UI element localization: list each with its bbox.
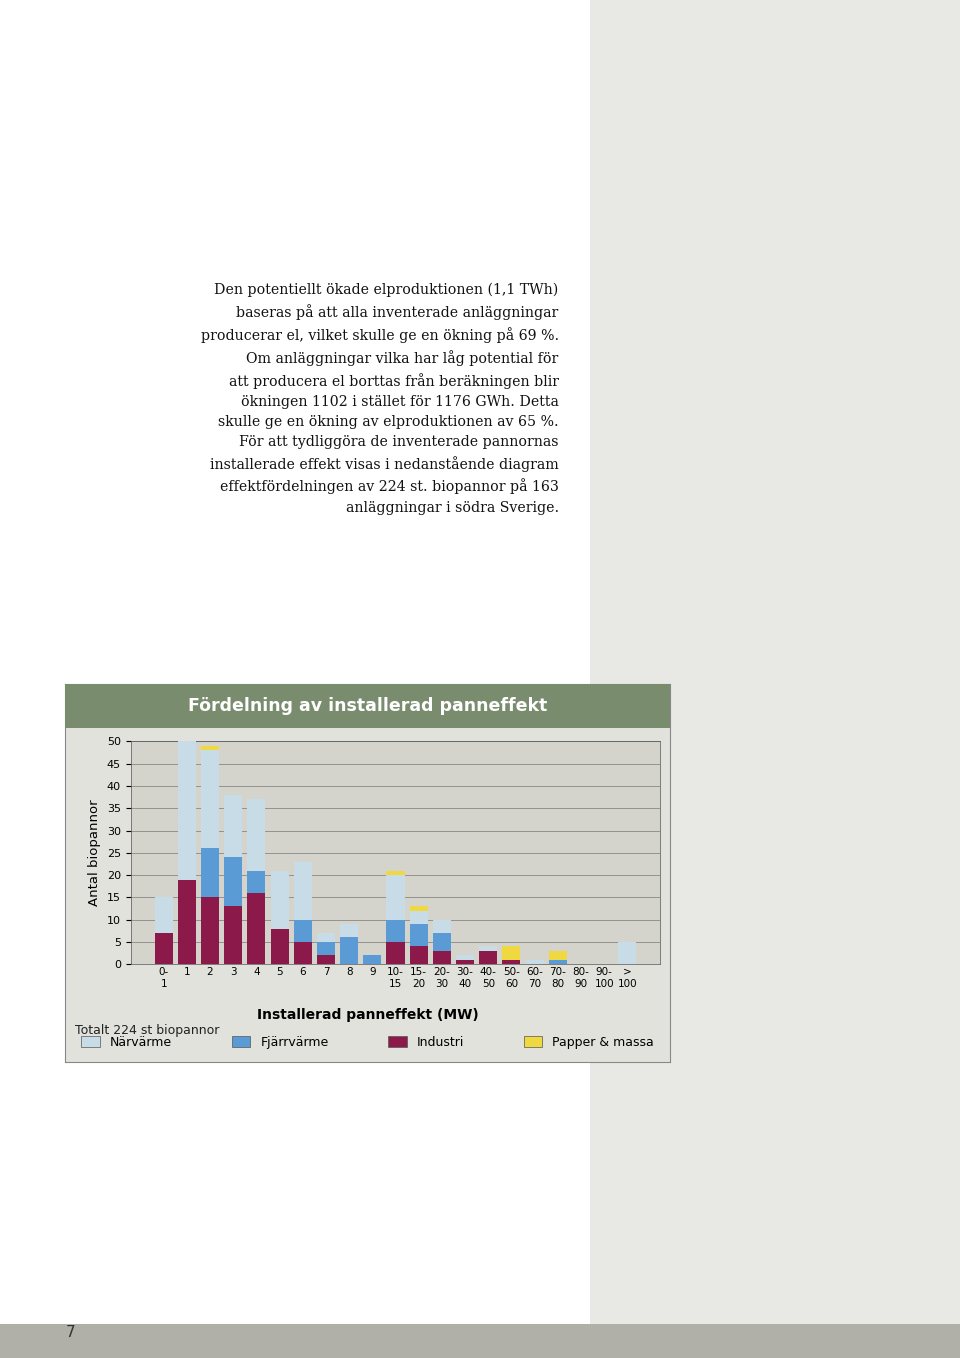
Bar (248, 800, 266, 870)
Bar (225, 794, 242, 857)
Bar (294, 919, 312, 942)
Text: Installerad panneffekt (MW): Installerad panneffekt (MW) (257, 1008, 478, 1021)
Bar (155, 898, 173, 933)
Text: 7: 7 (65, 1325, 75, 1340)
Bar (201, 751, 219, 849)
Bar (456, 960, 474, 964)
Bar (178, 683, 196, 689)
Text: För att tydliggöra de inventerade pannornas
installerade effekt visas i nedanstå: För att tydliggöra de inventerade pannor… (210, 435, 559, 515)
Bar (433, 919, 451, 933)
Bar (502, 960, 520, 964)
Bar (178, 689, 196, 880)
Bar (201, 746, 219, 751)
Bar (387, 875, 404, 919)
Bar (387, 870, 404, 875)
Bar (549, 960, 566, 964)
Bar (525, 960, 543, 964)
Bar (248, 870, 266, 894)
Bar (317, 955, 335, 964)
Bar (271, 870, 289, 929)
Bar (340, 923, 358, 937)
Bar (225, 906, 242, 964)
Bar (201, 849, 219, 898)
Bar (294, 942, 312, 964)
Bar (479, 951, 497, 964)
Bar (502, 947, 520, 960)
Text: Fördelning av installerad panneffekt: Fördelning av installerad panneffekt (188, 697, 547, 716)
Bar (201, 898, 219, 964)
Bar (225, 857, 242, 906)
Bar (387, 942, 404, 964)
Bar (387, 919, 404, 942)
Bar (294, 862, 312, 919)
Bar (410, 911, 428, 923)
Bar (340, 937, 358, 964)
Bar (433, 951, 451, 964)
Bar (410, 947, 428, 964)
Bar (549, 951, 566, 960)
Bar (410, 923, 428, 947)
Bar (479, 947, 497, 951)
Bar (317, 933, 335, 942)
Bar (248, 894, 266, 964)
Bar (363, 955, 381, 964)
Bar (410, 906, 428, 911)
Bar (456, 955, 474, 960)
Legend: Närvärme, Fjärrvärme, Industri, Papper & massa: Närvärme, Fjärrvärme, Industri, Papper &… (77, 1031, 659, 1054)
Text: Den potentiellt ökade elproduktionen (1,1 TWh)
baseras på att alla inventerade a: Den potentiellt ökade elproduktionen (1,… (201, 282, 559, 429)
Bar (317, 942, 335, 955)
Bar (178, 880, 196, 964)
Bar (618, 942, 636, 964)
Bar (271, 929, 289, 964)
Text: Totalt 224 st biopannor: Totalt 224 st biopannor (75, 1024, 219, 1038)
Bar (155, 933, 173, 964)
Bar (433, 933, 451, 951)
Y-axis label: Antal biopannor: Antal biopannor (88, 800, 101, 906)
